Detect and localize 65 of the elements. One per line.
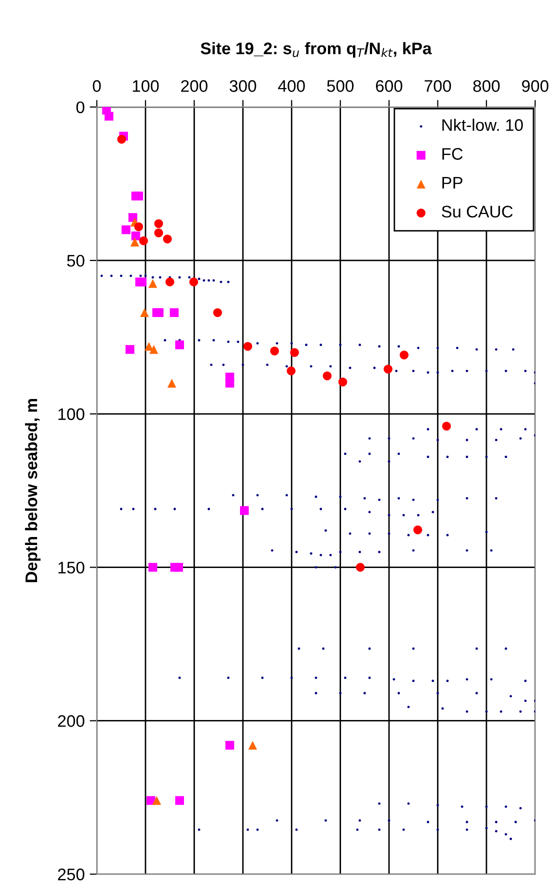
legend-label: FC: [442, 148, 463, 160]
point: [167, 378, 176, 388]
point: [243, 342, 252, 351]
point: [163, 234, 172, 244]
x-tick-label: 300: [230, 80, 256, 92]
x-tick-label: 600: [376, 80, 402, 92]
point: [154, 228, 164, 238]
point: [165, 278, 174, 286]
x-tick-label: 700: [424, 80, 451, 92]
point: [225, 378, 234, 388]
x-tick-label: 800: [473, 80, 500, 92]
point: [175, 796, 184, 805]
point: [134, 222, 144, 232]
y-axis-title: Depth below seabed, m: [24, 399, 41, 582]
point: [413, 525, 422, 534]
point: [152, 796, 162, 805]
point: [290, 348, 299, 357]
legend-label: Su CAUC: [442, 206, 513, 218]
chart-title: Site 19_2: s$_{u}$ from q$_{T}$/N$_{kt}$, kPa: [200, 42, 432, 58]
y-tick-label: 150: [58, 562, 84, 574]
point: [134, 192, 144, 200]
x-tick-label: 0: [92, 80, 101, 92]
point: [174, 562, 184, 572]
point: [170, 308, 179, 318]
y-tick-label: 200: [58, 715, 84, 727]
point: [213, 308, 222, 318]
y-tick-label: 100: [58, 408, 84, 420]
y-tick-label: 50: [67, 254, 84, 267]
point: [139, 236, 148, 246]
y-tick-label: 250: [58, 868, 84, 880]
point: [286, 366, 296, 376]
point: [356, 562, 365, 572]
y-tick-label: 0: [76, 101, 84, 114]
point: [104, 112, 114, 121]
x-tick-label: 400: [278, 80, 305, 92]
x-tick-label: 100: [132, 80, 159, 92]
point: [442, 422, 451, 431]
point: [225, 740, 234, 750]
x-tick-label: 200: [181, 80, 208, 92]
point: [270, 346, 279, 356]
point: [130, 238, 140, 246]
point: [138, 278, 146, 286]
x-tick-label: 500: [327, 80, 354, 92]
legend-label: Nkt-low. 10: [442, 118, 523, 131]
point: [149, 345, 158, 354]
point: [338, 378, 348, 386]
point: [148, 279, 158, 288]
point: [148, 562, 158, 572]
point: [248, 740, 258, 750]
point: [240, 506, 249, 515]
point: [175, 340, 184, 350]
point: [144, 342, 154, 351]
point: [140, 308, 149, 318]
point: [154, 219, 164, 228]
point: [122, 225, 130, 234]
legend-label: PP: [442, 177, 462, 189]
point: [400, 350, 409, 360]
point: [131, 232, 140, 240]
point: [126, 345, 134, 354]
point: [384, 364, 392, 374]
point: [189, 278, 198, 286]
point: [322, 371, 332, 380]
point: [117, 134, 126, 144]
x-tick-label: 900: [522, 80, 548, 92]
point: [154, 308, 164, 318]
